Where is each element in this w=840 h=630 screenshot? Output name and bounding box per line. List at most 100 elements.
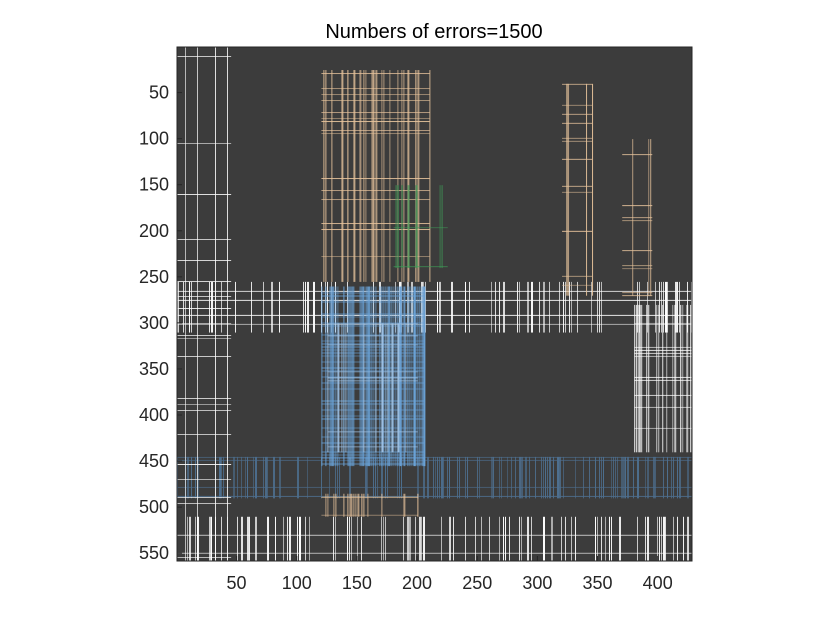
heatmap-stripe [565,281,566,333]
heatmap-stripe [525,456,527,499]
heatmap-stripe [321,223,430,225]
heatmap-stripe [666,304,668,453]
heatmap-stripe [465,281,466,333]
heatmap-stripe [425,281,426,333]
heatmap-stripe [195,456,196,499]
heatmap-stripe [622,268,653,270]
heatmap-stripe [621,456,623,499]
heatmap-stripe [415,185,418,269]
heatmap-stripe [419,286,421,467]
heatmap-stripe [275,516,276,561]
heatmap-stripe [407,70,410,282]
heatmap-stripe [351,286,354,467]
heatmap-stripe [321,415,424,417]
heatmap-stripe [433,456,434,499]
heatmap-stripe [327,323,418,325]
heatmap-stripe [321,454,424,456]
heatmap-stripe [375,70,378,282]
heatmap-stripe [303,281,304,333]
heatmap-cells [177,47,693,561]
heatmap-stripe [327,380,418,382]
heatmap-stripe [637,516,638,561]
heatmap-stripe [663,281,664,333]
heatmap-stripe [321,442,424,444]
heatmap-region-orange [562,83,594,296]
heatmap-stripe [189,281,190,333]
heatmap-stripe [658,304,660,453]
heatmap-stripe [335,456,336,499]
heatmap-stripe [321,199,430,201]
heatmap-stripe [321,88,430,90]
heatmap-stripe [407,185,410,269]
heatmap-stripe [562,113,593,115]
heatmap-stripe [345,323,347,453]
heatmap-stripe [177,290,692,292]
heatmap-stripe [622,295,653,297]
heatmap-stripe [189,516,191,561]
heatmap-stripe [383,286,385,467]
heatmap-stripe [177,299,692,301]
heatmap-stripe [329,456,330,499]
heatmap-stripe [677,516,678,561]
heatmap-stripe [423,456,425,499]
heatmap-stripe [321,316,424,318]
heatmap-stripe [543,516,545,561]
heatmap-stripe [427,456,429,499]
heatmap-stripe [625,456,626,499]
heatmap-stripe [686,304,689,453]
heatmap-stripe [321,121,430,123]
heatmap-stripe [569,281,570,333]
heatmap-stripe [321,370,424,372]
heatmap-stripe [197,47,198,561]
heatmap-stripe [671,456,672,499]
heatmap-stripe [673,456,674,499]
heatmap-stripe [177,335,232,336]
heatmap-stripe [401,185,403,269]
heatmap-stripe [327,323,329,453]
heatmap-stripe [562,158,593,160]
heatmap-stripe [335,493,337,517]
heatmap-stripe [267,456,268,499]
heatmap-stripe [575,456,576,499]
heatmap-stripe [363,493,365,517]
heatmap-stripe [662,304,664,453]
heatmap-stripe [491,281,492,333]
heatmap-stripe [177,398,232,399]
heatmap-stripe [597,516,598,561]
heatmap-stripe [349,286,352,467]
heatmap-stripe [439,185,441,269]
plot-area-frame [176,46,693,562]
heatmap-stripe [409,516,411,561]
heatmap-stripe [347,286,350,467]
heatmap-stripe [387,323,389,453]
heatmap-stripe [287,516,288,561]
heatmap-stripe [361,493,363,517]
heatmap-stripe [661,281,662,333]
heatmap-stripe [577,281,578,333]
heatmap-stripe [511,456,512,499]
heatmap-stripe [349,456,351,499]
heatmap-stripe [307,456,308,499]
heatmap-stripe [321,322,424,324]
heatmap-stripe [313,281,315,333]
heatmap-stripe [177,456,692,458]
heatmap-stripe [595,516,596,561]
heatmap-stripe [690,304,692,453]
heatmap-stripe [327,431,418,433]
y-tick-label: 500 [139,497,169,517]
heatmap-stripe [663,456,664,499]
heatmap-stripe [475,516,476,561]
heatmap-stripe [453,516,454,561]
heatmap-stripe [541,456,542,499]
heatmap-stripe [679,281,680,333]
heatmap-stripe [667,281,668,333]
heatmap-stripe [557,456,559,499]
heatmap-stripe [640,304,643,453]
heatmap-stripe [195,516,196,561]
heatmap-stripe [321,403,424,405]
x-tick-label: 300 [522,573,552,593]
heatmap-stripe [321,451,424,453]
heatmap-stripe [219,456,221,499]
heatmap-stripe [622,205,653,207]
heatmap-stripe [619,516,621,561]
